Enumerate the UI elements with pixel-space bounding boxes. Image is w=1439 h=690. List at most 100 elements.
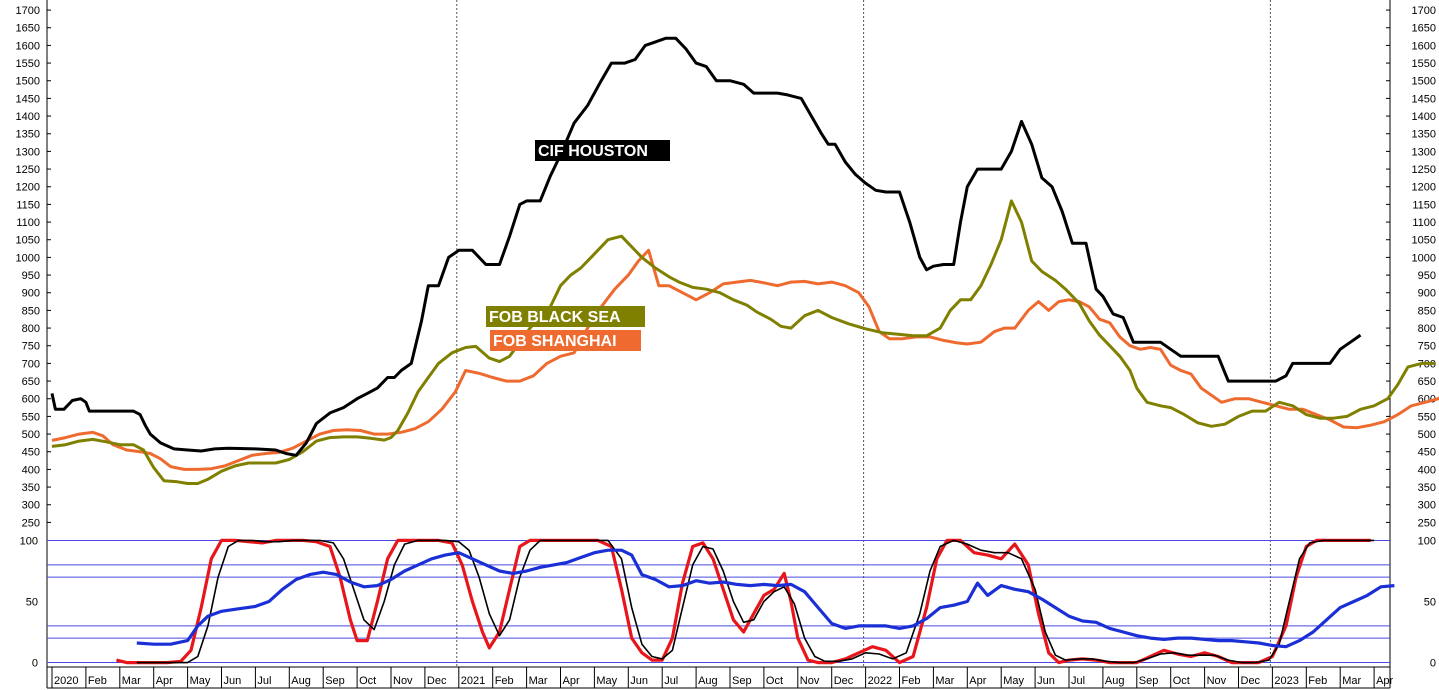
oscillator-line-average bbox=[136, 548, 1395, 649]
month-label: Jun bbox=[630, 675, 648, 687]
y-tick-label-left: 1550 bbox=[16, 58, 40, 70]
month-label: Apr bbox=[1376, 675, 1393, 687]
y-tick-label-right: 1600 bbox=[1412, 40, 1436, 52]
month-label: May bbox=[1003, 675, 1024, 687]
y-tick-label-left: 1600 bbox=[16, 40, 40, 52]
y-tick-label-left: 1500 bbox=[16, 76, 40, 88]
month-label: Aug bbox=[291, 675, 311, 687]
month-label: Dec bbox=[427, 675, 447, 687]
y-tick-label-left: 850 bbox=[22, 305, 40, 317]
month-label: Aug bbox=[1105, 675, 1125, 687]
oscillator-series bbox=[116, 538, 1395, 665]
y-tick-label-left: 950 bbox=[22, 270, 40, 282]
y-tick-label-right: 1400 bbox=[1412, 111, 1436, 123]
month-label: Jun bbox=[224, 675, 242, 687]
y-tick-label-left: 1350 bbox=[16, 129, 40, 141]
y-tick-label-left: 1450 bbox=[16, 93, 40, 105]
month-label: 2021 bbox=[461, 675, 485, 687]
y-tick-label-right: 1050 bbox=[1412, 235, 1436, 247]
month-label: 2022 bbox=[868, 675, 892, 687]
y-tick-label-left: 1250 bbox=[16, 164, 40, 176]
y-tick-label-right: 1250 bbox=[1412, 164, 1436, 176]
y-tick-label-left: 1150 bbox=[16, 199, 40, 211]
month-label: Apr bbox=[563, 675, 580, 687]
month-label: Feb bbox=[495, 675, 514, 687]
y-tick-label-left: 450 bbox=[22, 447, 40, 459]
oscillator-line-slow bbox=[136, 539, 1375, 664]
month-label: 2023 bbox=[1274, 675, 1298, 687]
y-tick-label-right: 400 bbox=[1418, 464, 1436, 476]
y-tick-label-left: 1700 bbox=[16, 5, 40, 17]
y-tick-label-left: 300 bbox=[22, 500, 40, 512]
y-tick-label-left: 700 bbox=[22, 358, 40, 370]
y-tick-label-left: 350 bbox=[22, 482, 40, 494]
y-tick-label-left: 1200 bbox=[16, 182, 40, 194]
y-tick-label-left: 1100 bbox=[16, 217, 40, 229]
label-fob-shanghai: FOB SHANGHAI bbox=[490, 330, 641, 351]
y-tick-label-right: 450 bbox=[1418, 447, 1436, 459]
y-tick-label-right: 800 bbox=[1418, 323, 1436, 335]
y-tick-label-right: 1550 bbox=[1412, 58, 1436, 70]
y-tick-label-right: 300 bbox=[1418, 500, 1436, 512]
osc-tick-label-left: 50 bbox=[26, 597, 38, 609]
y-tick-label-left: 900 bbox=[22, 288, 40, 300]
y-tick-label-right: 1100 bbox=[1412, 217, 1436, 229]
y-tick-label-right: 350 bbox=[1418, 482, 1436, 494]
y-tick-label-left: 600 bbox=[22, 394, 40, 406]
y-tick-label-right: 1000 bbox=[1412, 252, 1436, 264]
month-label: Sep bbox=[1139, 675, 1159, 687]
price-series bbox=[50, 36, 1439, 485]
month-label: Sep bbox=[325, 675, 345, 687]
y-tick-label-left: 800 bbox=[22, 323, 40, 335]
y-tick-label-right: 550 bbox=[1418, 411, 1436, 423]
month-label: Jul bbox=[664, 675, 678, 687]
year-divider-lines bbox=[456, 0, 1271, 667]
y-tick-label-right: 900 bbox=[1418, 288, 1436, 300]
month-label: Dec bbox=[834, 675, 854, 687]
label-fob-black-sea: FOB BLACK SEA bbox=[486, 306, 645, 327]
series-cif-houston bbox=[50, 36, 1362, 457]
month-label: Aug bbox=[698, 675, 718, 687]
osc-tick-label-right: 100 bbox=[1418, 535, 1436, 547]
y-tick-label-right: 1200 bbox=[1412, 182, 1436, 194]
month-label: Nov bbox=[393, 675, 413, 687]
label-fob-shanghai-text: FOB SHANGHAI bbox=[493, 333, 617, 350]
y-tick-label-right: 1450 bbox=[1412, 93, 1436, 105]
y-tick-label-left: 750 bbox=[22, 341, 40, 353]
month-label: May bbox=[596, 675, 617, 687]
y-tick-label-left: 500 bbox=[22, 429, 40, 441]
y-tick-label-right: 750 bbox=[1418, 341, 1436, 353]
osc-tick-label-right: 50 bbox=[1424, 597, 1436, 609]
label-cif-houston: CIF HOUSTON bbox=[535, 140, 670, 161]
month-label: Dec bbox=[1241, 675, 1261, 687]
y-tick-label-right: 1700 bbox=[1412, 5, 1436, 17]
month-label: May bbox=[190, 675, 211, 687]
month-label: Feb bbox=[88, 675, 107, 687]
month-label: Mar bbox=[122, 675, 141, 687]
osc-tick-label-right: 0 bbox=[1430, 658, 1436, 670]
y-tick-label-left: 250 bbox=[22, 517, 40, 529]
y-tick-label-right: 500 bbox=[1418, 429, 1436, 441]
y-tick-label-left: 1650 bbox=[16, 23, 40, 35]
y-tick-label-left: 550 bbox=[22, 411, 40, 423]
y-tick-label-left: 1000 bbox=[16, 252, 40, 264]
series-fob-shanghai bbox=[51, 248, 1439, 471]
month-label: Jul bbox=[1071, 675, 1085, 687]
month-label: Nov bbox=[800, 675, 820, 687]
y-tick-label-right: 950 bbox=[1418, 270, 1436, 282]
osc-tick-label-left: 0 bbox=[32, 658, 38, 670]
y-tick-label-right: 1500 bbox=[1412, 76, 1436, 88]
month-label: Oct bbox=[766, 675, 783, 687]
month-label: Oct bbox=[1173, 675, 1190, 687]
y-tick-label-right: 1150 bbox=[1412, 199, 1436, 211]
month-label: Apr bbox=[969, 675, 986, 687]
month-label: Apr bbox=[156, 675, 173, 687]
series-fob-black-sea bbox=[51, 199, 1436, 485]
y-tick-label-left: 400 bbox=[22, 464, 40, 476]
y-tick-label-right: 850 bbox=[1418, 305, 1436, 317]
y-axis-right: 2503003504004505005506006507007508008509… bbox=[1386, 5, 1436, 670]
y-tick-label-right: 250 bbox=[1418, 517, 1436, 529]
y-tick-label-left: 650 bbox=[22, 376, 40, 388]
month-label: Jun bbox=[1037, 675, 1055, 687]
